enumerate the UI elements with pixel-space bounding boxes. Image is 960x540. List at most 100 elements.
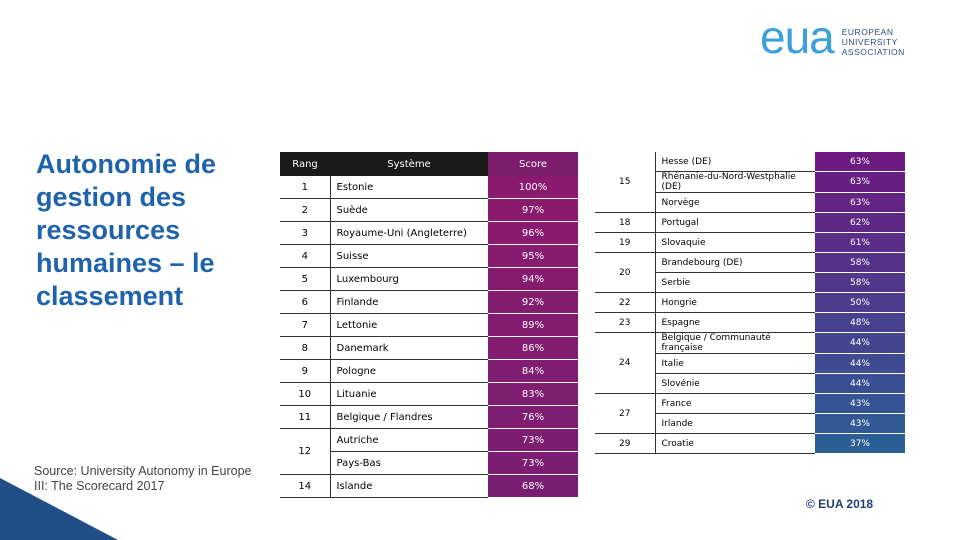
table-row: Slovénie 44%: [595, 373, 905, 394]
score-cell: 58%: [815, 272, 905, 293]
score-cell: 50%: [815, 292, 905, 313]
source-note: Source: University Autonomy in Europe II…: [34, 464, 252, 493]
ranking-table-right: 15 Hesse (DE) 63% Rhénanie-du-Nord-Westphal…: [595, 152, 905, 454]
table-row: Rhénanie-du-Nord-Westphalie (DE) 63%: [595, 171, 905, 193]
logo-line: EUROPEAN: [841, 27, 894, 37]
logo-mark: eua: [760, 11, 835, 63]
score-cell: 86%: [488, 336, 578, 360]
score-cell: 43%: [815, 393, 905, 414]
score-cell: 43%: [815, 413, 905, 434]
table-row: 6 Finlande 92%: [280, 290, 578, 314]
score-cell: 73%: [488, 428, 578, 452]
table-row: Serbie 58%: [595, 272, 905, 293]
system-cell: Norvège: [655, 192, 815, 213]
rank-cell: 18: [595, 212, 656, 233]
table-row: 2 Suède 97%: [280, 198, 578, 222]
system-cell: France: [655, 393, 815, 414]
score-cell: 92%: [488, 290, 578, 314]
system-cell: Rhénanie-du-Nord-Westphalie (DE): [655, 171, 815, 193]
system-cell: Estonie: [330, 176, 488, 199]
score-cell: 63%: [815, 192, 905, 213]
table-row: 18 Portugal 62%: [595, 212, 905, 233]
table-row: 8 Danemark 86%: [280, 336, 578, 360]
rank-cell: 3: [280, 221, 331, 245]
system-cell: Belgique / Communauté française: [655, 332, 815, 354]
table-row: 22 Hongrie 50%: [595, 292, 905, 313]
table-row: Irlande 43%: [595, 413, 905, 434]
logo-text: EUROPEAN UNIVERSITY ASSOCIATION: [842, 27, 905, 57]
score-cell: 100%: [488, 176, 578, 199]
rank-cell: 27: [595, 393, 656, 434]
rank-cell: 7: [280, 313, 331, 337]
system-cell: Pologne: [330, 359, 488, 383]
score-cell: 76%: [488, 405, 578, 429]
rank-cell: 20: [595, 252, 656, 293]
table-row: 5 Luxembourg 94%: [280, 267, 578, 291]
system-cell: Hesse (DE): [655, 152, 815, 172]
score-cell: 44%: [815, 373, 905, 394]
table-row: Pays-Bas 73%: [280, 451, 578, 475]
system-cell: Finlande: [330, 290, 488, 314]
score-cell: 96%: [488, 221, 578, 245]
system-cell: Brandebourg (DE): [655, 252, 815, 273]
score-cell: 95%: [488, 244, 578, 268]
rank-cell: 6: [280, 290, 331, 314]
score-cell: 89%: [488, 313, 578, 337]
score-cell: 84%: [488, 359, 578, 383]
system-cell: Royaume-Uni (Angleterre): [330, 221, 488, 245]
system-cell: Danemark: [330, 336, 488, 360]
table-row: 23 Espagne 48%: [595, 312, 905, 333]
score-cell: 37%: [815, 433, 905, 454]
rank-cell: 2: [280, 198, 331, 222]
system-cell: Croatie: [655, 433, 815, 454]
system-cell: Luxembourg: [330, 267, 488, 291]
table-row: 27 France 43%: [595, 393, 905, 434]
ranking-table-left: Rang Système Score 1 Estonie 100% 2 Suède 97%…: [280, 152, 578, 498]
system-cell: Serbie: [655, 272, 815, 293]
header-row: Rang Système Score: [280, 152, 578, 176]
table-row: 12 Autriche 73%: [280, 428, 578, 475]
table-row: 24 Belgique / Communauté française 44%: [595, 332, 905, 394]
rank-cell: 12: [280, 428, 331, 475]
system-cell: Lettonie: [330, 313, 488, 337]
score-cell: 44%: [815, 332, 905, 354]
header-cell: Système: [330, 152, 488, 176]
score-cell: 94%: [488, 267, 578, 291]
table-row: 20 Brandebourg (DE) 58%: [595, 252, 905, 293]
table-row: Italie 44%: [595, 353, 905, 374]
table-row: 4 Suisse 95%: [280, 244, 578, 268]
rank-cell: 22: [595, 292, 656, 313]
rank-cell: 11: [280, 405, 331, 429]
score-cell: 97%: [488, 198, 578, 222]
score-cell: 62%: [815, 212, 905, 233]
table-row: 11 Belgique / Flandres 76%: [280, 405, 578, 429]
system-cell: Slovaquie: [655, 232, 815, 253]
score-cell: 63%: [815, 171, 905, 193]
score-cell: 83%: [488, 382, 578, 406]
table-row: 7 Lettonie 89%: [280, 313, 578, 337]
table-row: 1 Estonie 100%: [280, 176, 578, 199]
table-row: 29 Croatie 37%: [595, 433, 905, 454]
rank-cell: 1: [280, 176, 331, 199]
rank-cell: 24: [595, 332, 656, 394]
system-cell: Islande: [330, 474, 488, 498]
corner-triangle: [0, 478, 118, 540]
rank-cell: 29: [595, 433, 656, 454]
header-cell: Score: [488, 152, 578, 176]
system-cell: Italie: [655, 353, 815, 374]
score-cell: 48%: [815, 312, 905, 333]
copyright: © EUA 2018: [806, 497, 874, 511]
rank-cell: 9: [280, 359, 331, 383]
system-cell: Portugal: [655, 212, 815, 233]
rank-cell: 8: [280, 336, 331, 360]
system-cell: Hongrie: [655, 292, 815, 313]
table-row: 15 Hesse (DE) 63%: [595, 152, 905, 213]
system-cell: Suède: [330, 198, 488, 222]
system-cell: Belgique / Flandres: [330, 405, 488, 429]
rank-cell: 5: [280, 267, 331, 291]
system-cell: Autriche: [330, 428, 488, 452]
table-row: 3 Royaume-Uni (Angleterre) 96%: [280, 221, 578, 245]
slide-title: Autonomie de gestion des ressources huma…: [36, 149, 216, 311]
